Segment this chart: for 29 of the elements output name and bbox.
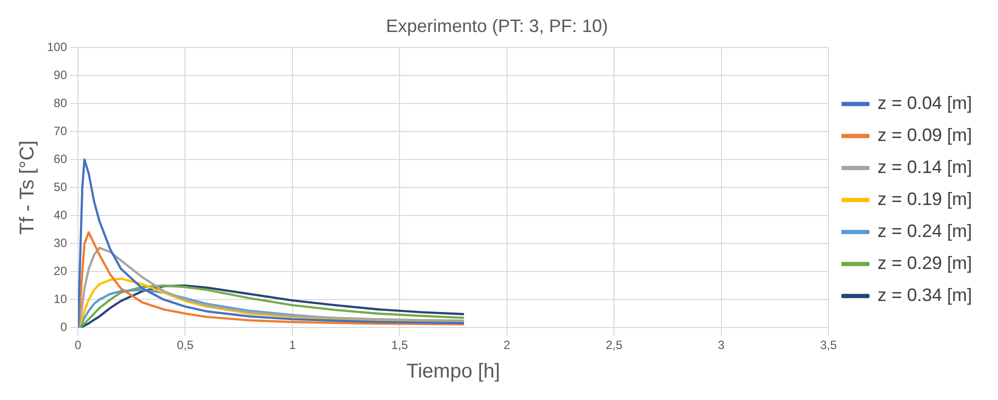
y-tick-label: 0: [60, 320, 68, 334]
y-tick-label: 70: [54, 124, 68, 138]
y-tick-label: 90: [54, 68, 68, 82]
x-axis-title: Tiempo [h]: [406, 360, 500, 383]
y-tick-label: 50: [54, 180, 68, 194]
x-tick-label: 1: [289, 338, 296, 352]
legend-label: z = 0.29 [m]: [877, 252, 972, 273]
x-tick-label: 2,5: [606, 338, 623, 352]
legend-label: z = 0.14 [m]: [877, 156, 972, 177]
x-tick-label: 2: [503, 338, 510, 352]
y-tick-label: 10: [54, 292, 68, 306]
y-tick-label: 80: [54, 96, 68, 110]
y-tick-label: 100: [46, 40, 68, 54]
x-tick-label: 3,5: [820, 338, 838, 352]
x-tick-label: 0,5: [176, 338, 194, 352]
y-tick-label: 20: [54, 264, 68, 278]
chart-title: Experimento (PT: 3, PF: 10): [386, 16, 608, 36]
legend-label: z = 0.04 [m]: [877, 92, 972, 113]
legend-label: z = 0.19 [m]: [877, 188, 972, 209]
y-axis-title: Tf - Ts [°C]: [16, 140, 39, 235]
x-tick-label: 1,5: [391, 338, 408, 352]
legend-label: z = 0.09 [m]: [877, 124, 972, 145]
y-tick-label: 40: [54, 208, 68, 222]
y-tick-label: 30: [54, 236, 68, 250]
x-tick-label: 3: [718, 338, 725, 352]
y-tick-label: 60: [54, 152, 68, 166]
legend-label: z = 0.34 [m]: [877, 284, 972, 305]
x-tick-label: 0: [74, 338, 82, 352]
legend-label: z = 0.24 [m]: [877, 220, 972, 241]
